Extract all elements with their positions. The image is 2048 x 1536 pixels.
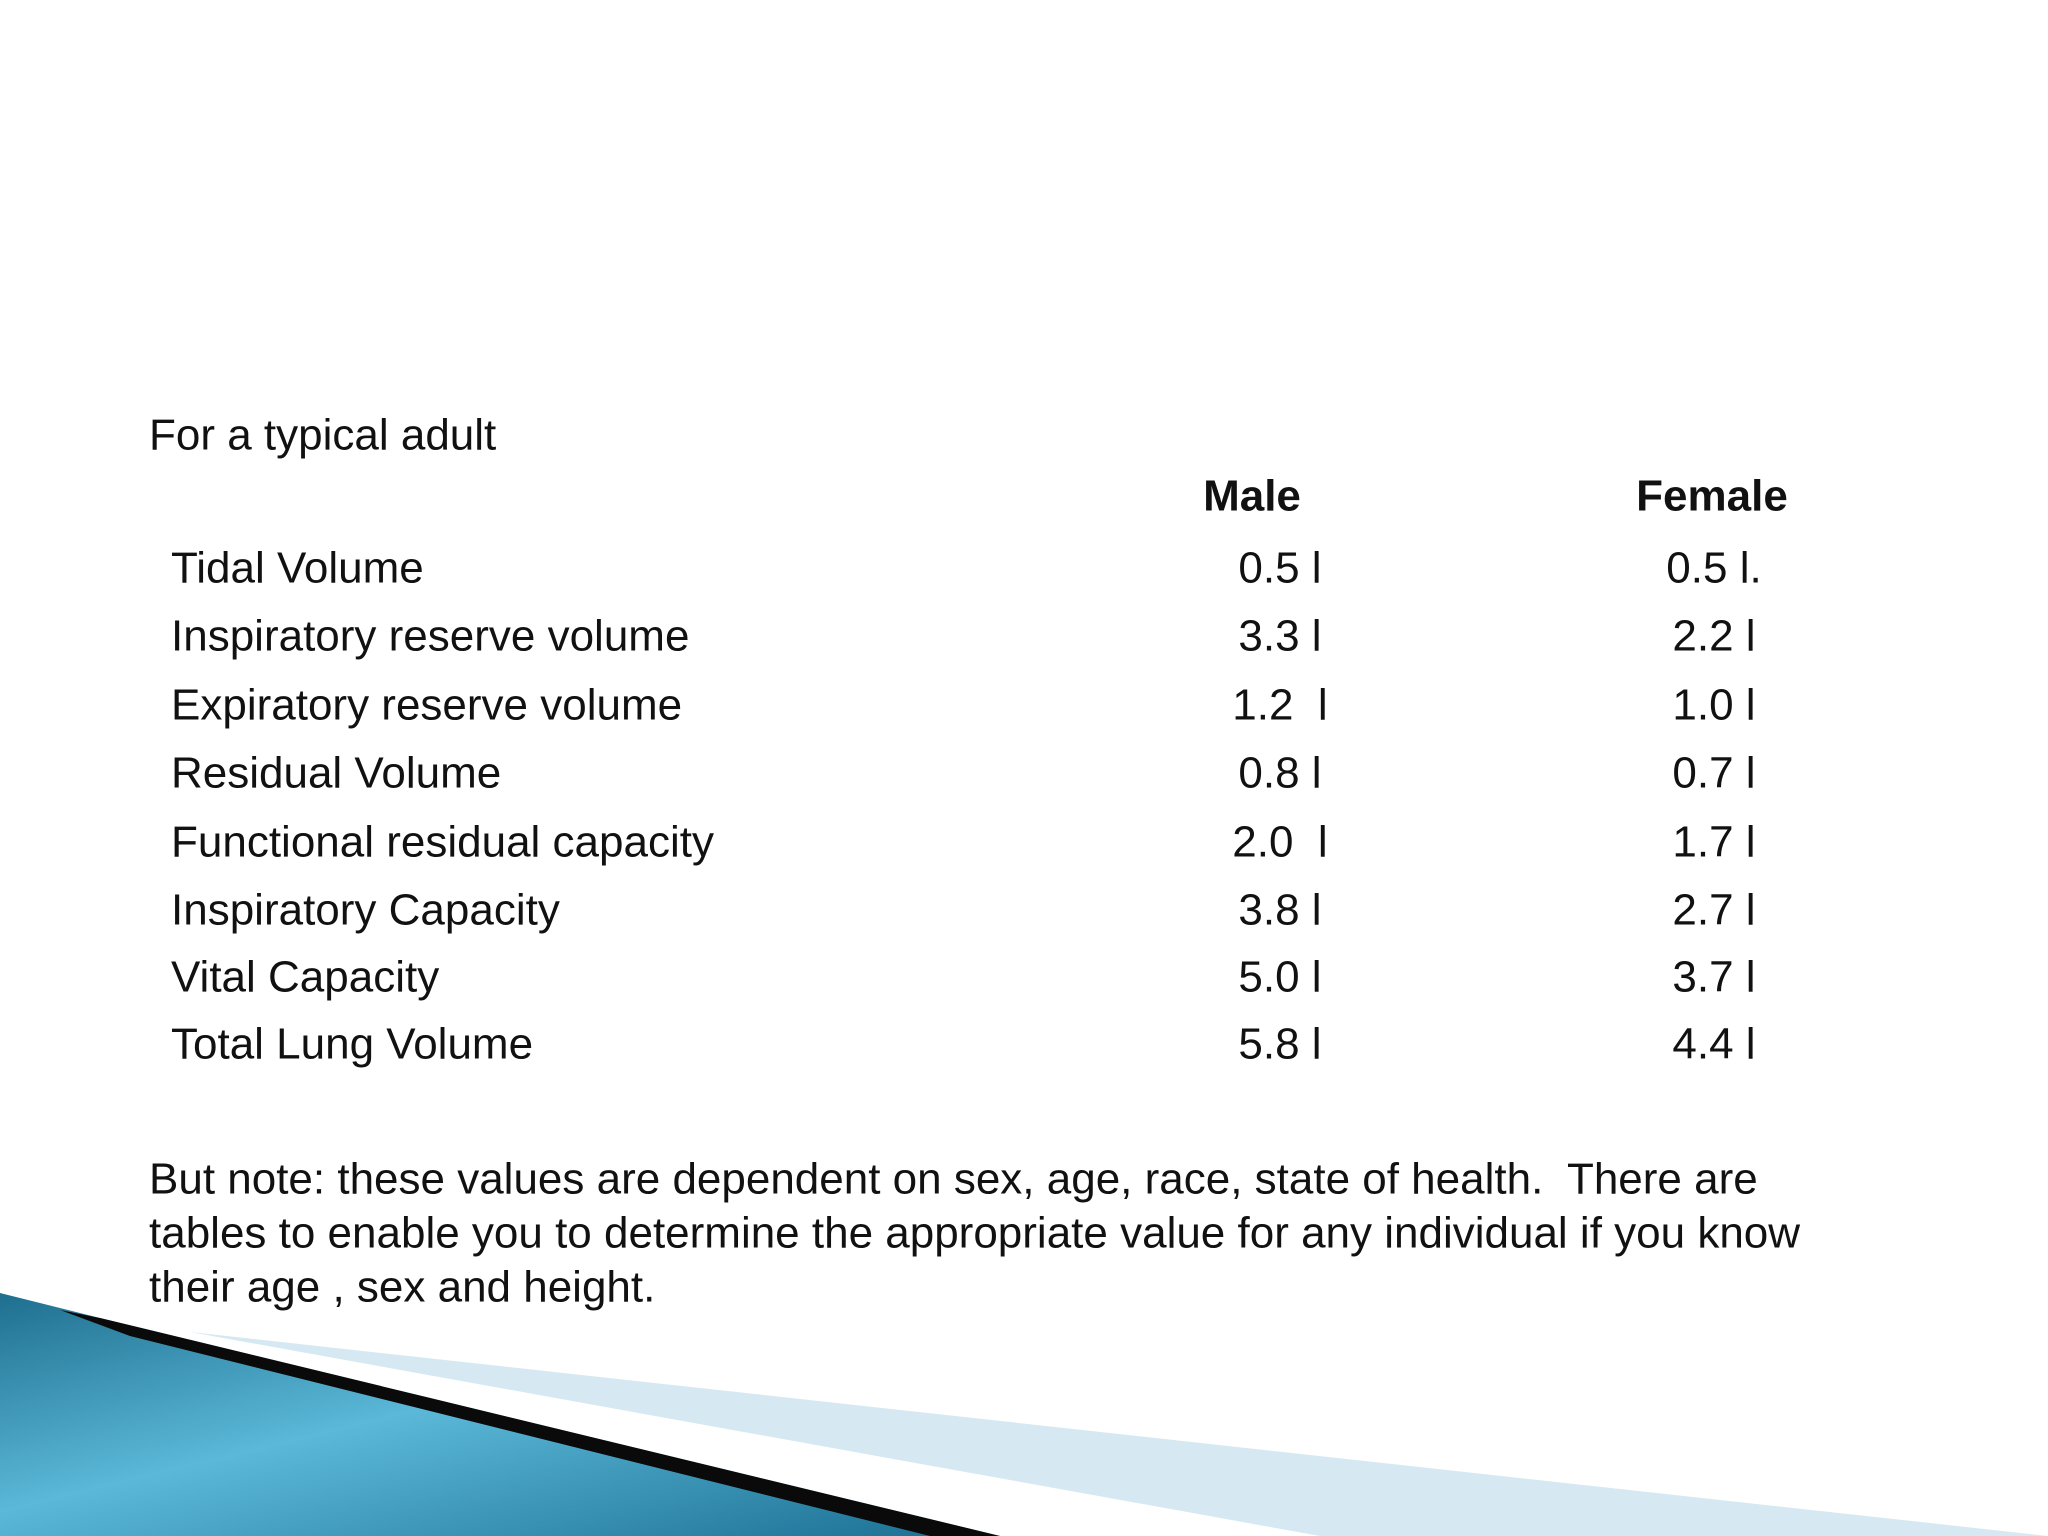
cell-value: 2.2 l xyxy=(1672,612,1755,661)
decoration xyxy=(0,1293,2048,1536)
row-label: Residual Volume xyxy=(171,749,501,798)
cell-value: 5.8 l xyxy=(1238,1020,1321,1069)
note-line: their age , sex and height. xyxy=(149,1263,655,1312)
cell-value: 0.7 l xyxy=(1672,749,1755,798)
black-stripe xyxy=(60,1310,1000,1536)
row-label: Inspiratory reserve volume xyxy=(171,612,689,661)
note-line: tables to enable you to determine the ap… xyxy=(149,1209,1800,1258)
row-label: Tidal Volume xyxy=(171,544,424,593)
column-header: Female xyxy=(1636,472,1788,521)
cell-value: 1.2 l xyxy=(1232,681,1327,730)
cell-value: 3.7 l xyxy=(1672,953,1755,1002)
column-header: Male xyxy=(1203,472,1301,521)
row-label: Functional residual capacity xyxy=(171,818,714,867)
row-label: Total Lung Volume xyxy=(171,1020,533,1069)
cell-value: 0.5 l xyxy=(1238,544,1321,593)
cell-value: 0.8 l xyxy=(1238,749,1321,798)
note-line: But note: these values are dependent on … xyxy=(149,1155,1758,1204)
row-label: Expiratory reserve volume xyxy=(171,681,682,730)
cell-value: 5.0 l xyxy=(1238,953,1321,1002)
cell-value: 4.4 l xyxy=(1672,1020,1755,1069)
intro: For a typical adult xyxy=(149,411,496,460)
row-label: Inspiratory Capacity xyxy=(171,886,560,935)
cell-value: 2.0 l xyxy=(1232,818,1327,867)
cell-value: 3.3 l xyxy=(1238,612,1321,661)
row-label: Vital Capacity xyxy=(171,953,439,1002)
cell-value: 2.7 l xyxy=(1672,886,1755,935)
blue-swoosh xyxy=(0,1293,1000,1536)
pale-band xyxy=(190,1332,2048,1536)
cell-value: 3.8 l xyxy=(1238,886,1321,935)
cell-value: 1.7 l xyxy=(1672,818,1755,867)
cell-value: 1.0 l xyxy=(1672,681,1755,730)
cell-value: 0.5 l. xyxy=(1666,544,1761,593)
